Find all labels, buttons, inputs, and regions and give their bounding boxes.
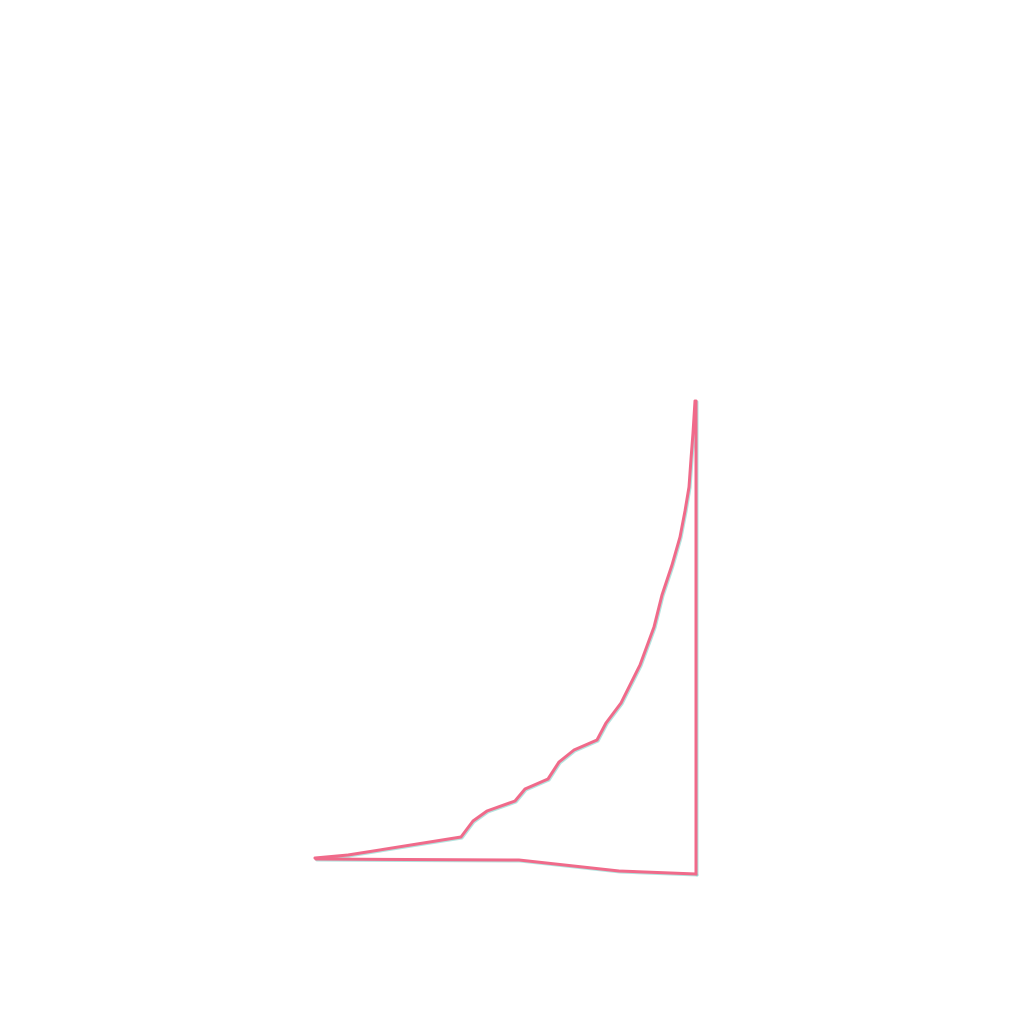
curve-edge: [313, 399, 697, 860]
curve-shadow: [314, 400, 698, 861]
main-strokes: [313, 399, 698, 876]
base-edge: [314, 857, 698, 876]
